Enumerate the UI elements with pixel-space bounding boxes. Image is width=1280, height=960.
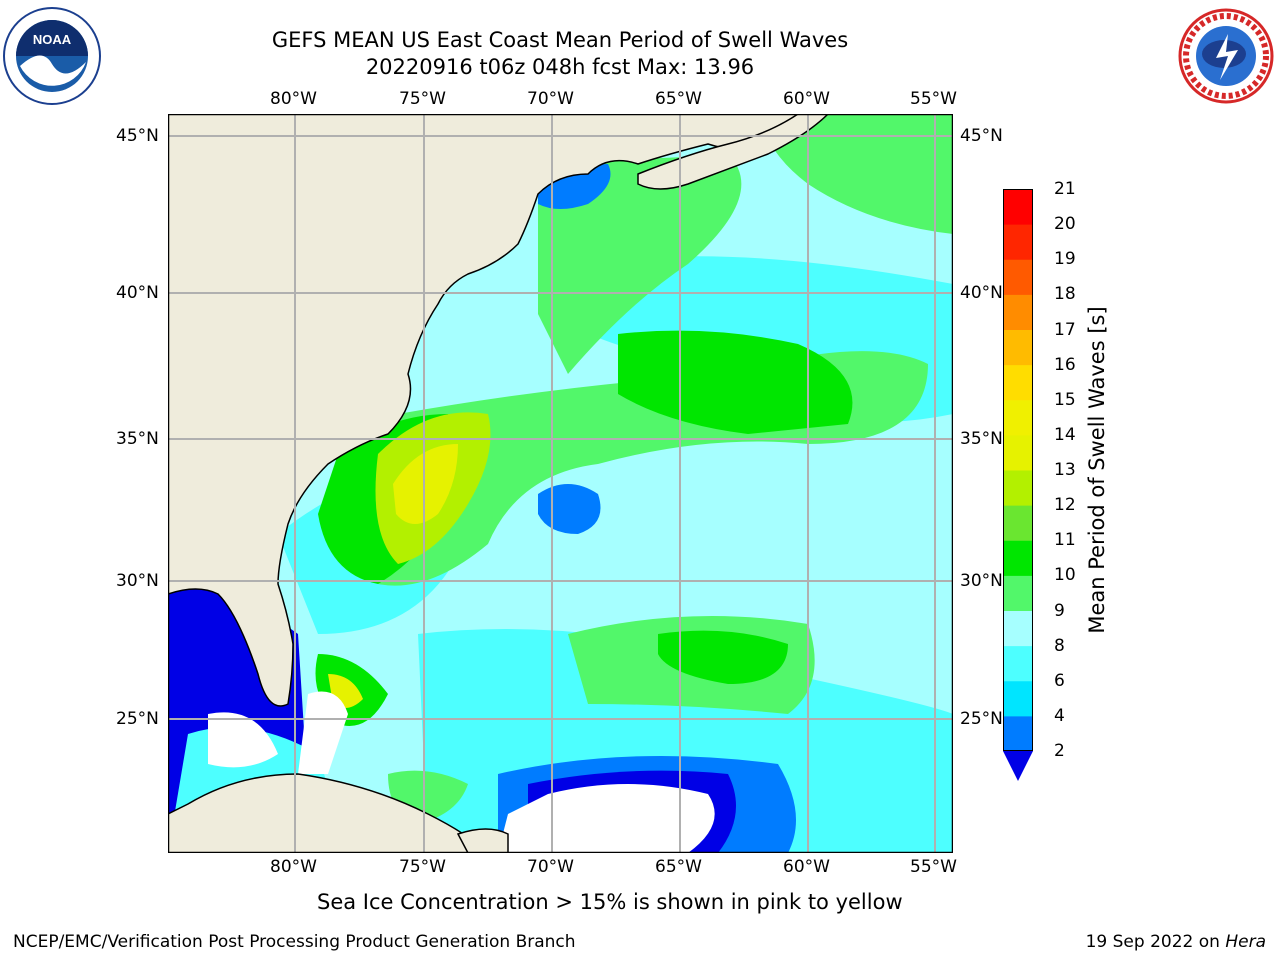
field-green-northeast — [758, 114, 953, 234]
map-border — [168, 114, 953, 853]
lat-label-right: 30°N — [960, 571, 1003, 591]
colorbar-under-arrow — [1003, 751, 1033, 781]
colorbar-swatch — [1003, 434, 1033, 471]
colorbar-tick-label: 2 — [1054, 741, 1065, 761]
colorbar-tick-label: 15 — [1054, 389, 1076, 410]
colorbar-swatch — [1003, 364, 1033, 401]
lat-label-left: 25°N — [116, 709, 159, 729]
swell-period-map — [168, 114, 953, 853]
land-north-america — [168, 114, 804, 707]
colorbar-swatch — [1003, 224, 1033, 260]
lon-label-bottom: 80°W — [270, 857, 317, 877]
lon-label-bottom: 60°W — [783, 857, 830, 877]
gridlines — [168, 114, 953, 853]
colorbar-tick-label: 13 — [1054, 460, 1076, 480]
field-green-south-core — [658, 630, 788, 684]
no-data-bahamas — [298, 691, 348, 774]
colorbar-swatch — [1003, 645, 1033, 682]
colorbar-swatch — [1003, 399, 1033, 436]
map-subtitle: 20220916 t06z 048h fcst Max: 13.96 — [365, 55, 755, 79]
colorbar — [1003, 189, 1033, 781]
colorbar-label: Mean Period of Swell Waves [s] — [1085, 306, 1109, 634]
nws-logo-icon — [1178, 8, 1274, 104]
lat-label-left: 35°N — [116, 429, 159, 449]
colorbar-swatch — [1003, 329, 1033, 366]
lon-label-top: 60°W — [783, 89, 830, 109]
map-canvas — [168, 114, 953, 853]
colorbar-swatch — [1003, 610, 1033, 647]
machine-name: Hera — [1225, 932, 1266, 952]
map-title: GEFS MEAN US East Coast Mean Period of S… — [271, 28, 849, 52]
lon-label-bottom: 65°W — [655, 857, 702, 877]
colorbar-tick-label: 6 — [1054, 670, 1065, 691]
colorbar-tick-label: 4 — [1054, 705, 1065, 726]
noaa-logo-text: NOAA — [33, 32, 72, 47]
sea-ice-footnote: Sea Ice Concentration > 15% is shown in … — [317, 890, 903, 914]
field-blue-sargasso — [538, 484, 601, 534]
credit-line: NCEP/EMC/Verification Post Processing Pr… — [13, 932, 576, 952]
lon-label-bottom: 70°W — [527, 857, 574, 877]
colorbar-tick-label: 19 — [1054, 249, 1076, 270]
colorbar-tick-label: 17 — [1054, 319, 1076, 340]
colorbar-tick-label: 16 — [1054, 354, 1076, 375]
run-date: 19 Sep 2022 on Hera — [1085, 932, 1266, 952]
colorbar-swatch — [1003, 189, 1033, 225]
colorbar-tick-label: 20 — [1054, 214, 1076, 235]
colorbar-swatch — [1003, 540, 1033, 576]
colorbar-tick-label: 11 — [1054, 530, 1076, 551]
field-yellow-core — [393, 444, 458, 524]
colorbar-swatch — [1003, 680, 1033, 717]
colorbar-swatch — [1003, 470, 1033, 506]
noaa-logo-icon: NOAA — [3, 7, 101, 105]
lon-label-bottom: 55°W — [910, 857, 957, 877]
field-green-core — [538, 154, 742, 374]
colorbar-swatch — [1003, 294, 1033, 330]
land-hispaniola — [456, 828, 509, 853]
colorbar-swatch — [1003, 505, 1033, 541]
lat-label-right: 40°N — [960, 283, 1003, 303]
colorbar-tick-label: 12 — [1054, 495, 1076, 516]
colorbar-tick-label: 9 — [1054, 600, 1065, 621]
colorbar-tick-label: 18 — [1054, 284, 1076, 305]
lat-label-left: 30°N — [116, 571, 159, 591]
lon-label-top: 75°W — [399, 89, 446, 109]
colorbar-swatch — [1003, 575, 1033, 611]
lat-label-left: 45°N — [116, 126, 159, 146]
colorbar-tick-label: 8 — [1054, 635, 1065, 656]
lon-label-top: 70°W — [527, 89, 574, 109]
colorbar-tick-label: 14 — [1054, 424, 1076, 445]
lat-label-right: 25°N — [960, 709, 1003, 729]
land-nova-scotia — [637, 114, 830, 190]
lon-label-top: 55°W — [910, 89, 957, 109]
lat-label-right: 45°N — [960, 126, 1003, 146]
colorbar-swatches — [1003, 189, 1033, 752]
lon-label-top: 65°W — [655, 89, 702, 109]
colorbar-tick-label: 21 — [1054, 179, 1076, 199]
lat-label-left: 40°N — [116, 283, 159, 303]
no-data-gulf — [208, 712, 278, 768]
colorbar-swatch — [1003, 715, 1033, 752]
colorbar-tick-label: 10 — [1054, 565, 1076, 586]
field-green-central-east — [618, 330, 853, 434]
lat-label-right: 35°N — [960, 429, 1003, 449]
colorbar-swatch — [1003, 259, 1033, 295]
lon-label-top: 80°W — [270, 89, 317, 109]
lon-label-bottom: 75°W — [399, 857, 446, 877]
